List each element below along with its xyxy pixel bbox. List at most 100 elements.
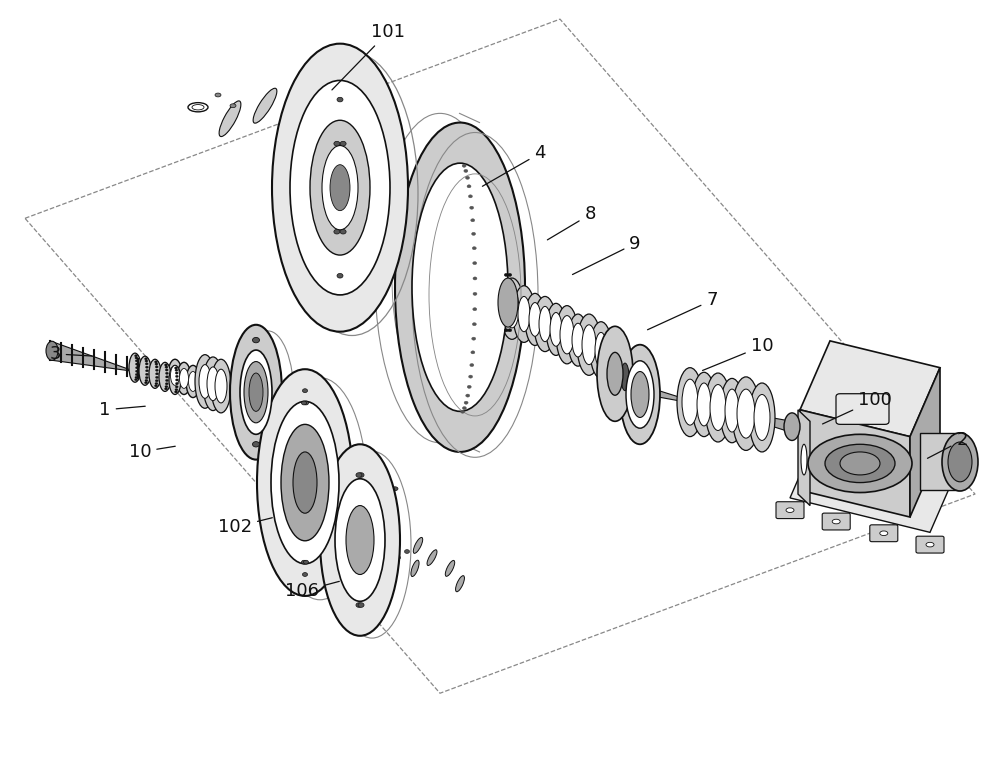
Ellipse shape	[508, 329, 512, 332]
Ellipse shape	[470, 206, 474, 209]
Ellipse shape	[219, 101, 241, 136]
Text: 100: 100	[823, 391, 892, 424]
Ellipse shape	[639, 411, 644, 415]
Ellipse shape	[504, 273, 508, 277]
Ellipse shape	[164, 364, 168, 366]
Ellipse shape	[367, 500, 373, 504]
Ellipse shape	[135, 363, 138, 365]
Ellipse shape	[304, 435, 309, 439]
Ellipse shape	[251, 416, 258, 421]
Ellipse shape	[467, 185, 471, 188]
Ellipse shape	[786, 508, 794, 512]
Ellipse shape	[472, 322, 476, 326]
Ellipse shape	[159, 362, 171, 391]
Ellipse shape	[322, 146, 358, 230]
Ellipse shape	[146, 370, 149, 372]
Ellipse shape	[358, 473, 364, 477]
Ellipse shape	[621, 363, 629, 391]
Ellipse shape	[165, 372, 168, 375]
Ellipse shape	[501, 284, 505, 287]
Ellipse shape	[697, 383, 711, 426]
Ellipse shape	[134, 355, 138, 357]
Ellipse shape	[456, 575, 464, 592]
Ellipse shape	[253, 88, 277, 123]
Ellipse shape	[461, 410, 465, 413]
Ellipse shape	[737, 389, 755, 438]
Text: 9: 9	[572, 234, 641, 274]
Ellipse shape	[473, 277, 477, 280]
Ellipse shape	[230, 104, 236, 108]
Ellipse shape	[139, 356, 151, 385]
Ellipse shape	[195, 355, 215, 408]
Ellipse shape	[500, 278, 524, 339]
Text: 102: 102	[218, 518, 272, 536]
Ellipse shape	[639, 374, 644, 378]
Ellipse shape	[304, 527, 309, 531]
Ellipse shape	[539, 306, 551, 342]
Ellipse shape	[302, 389, 308, 393]
Polygon shape	[615, 377, 800, 435]
Ellipse shape	[832, 519, 840, 524]
Text: 8: 8	[547, 205, 596, 240]
Ellipse shape	[356, 603, 362, 607]
Ellipse shape	[207, 367, 219, 401]
Ellipse shape	[607, 352, 623, 395]
Ellipse shape	[169, 365, 181, 394]
Ellipse shape	[471, 351, 475, 354]
Ellipse shape	[251, 364, 258, 369]
Ellipse shape	[145, 381, 148, 384]
FancyBboxPatch shape	[870, 525, 898, 542]
Ellipse shape	[156, 373, 158, 375]
Ellipse shape	[513, 286, 535, 342]
Ellipse shape	[595, 332, 607, 368]
Ellipse shape	[215, 93, 221, 97]
Ellipse shape	[395, 123, 525, 452]
Ellipse shape	[504, 329, 508, 332]
FancyBboxPatch shape	[836, 394, 889, 424]
Ellipse shape	[145, 366, 148, 368]
Ellipse shape	[168, 359, 182, 391]
Ellipse shape	[427, 550, 437, 565]
Ellipse shape	[388, 546, 392, 550]
Ellipse shape	[534, 296, 556, 352]
Ellipse shape	[556, 306, 578, 364]
Ellipse shape	[385, 504, 391, 508]
Ellipse shape	[472, 247, 476, 250]
Ellipse shape	[170, 365, 180, 385]
Ellipse shape	[642, 393, 646, 397]
Ellipse shape	[501, 318, 505, 321]
Ellipse shape	[413, 538, 423, 553]
Ellipse shape	[134, 378, 138, 381]
Ellipse shape	[282, 106, 308, 139]
Ellipse shape	[335, 479, 385, 601]
Polygon shape	[800, 410, 910, 517]
Ellipse shape	[473, 262, 477, 265]
Ellipse shape	[784, 413, 800, 440]
Ellipse shape	[175, 372, 178, 375]
Ellipse shape	[199, 365, 211, 398]
Ellipse shape	[165, 366, 168, 368]
Ellipse shape	[926, 542, 934, 547]
Ellipse shape	[470, 364, 474, 367]
Ellipse shape	[145, 360, 148, 362]
Ellipse shape	[468, 195, 472, 198]
Ellipse shape	[145, 373, 148, 375]
Ellipse shape	[165, 379, 168, 381]
Ellipse shape	[340, 142, 346, 146]
Ellipse shape	[175, 369, 178, 372]
Ellipse shape	[472, 337, 476, 340]
Ellipse shape	[290, 80, 390, 295]
Ellipse shape	[155, 369, 158, 372]
Ellipse shape	[525, 293, 545, 345]
Ellipse shape	[175, 388, 178, 391]
Ellipse shape	[272, 44, 408, 332]
Ellipse shape	[304, 560, 308, 564]
Ellipse shape	[244, 362, 268, 423]
Ellipse shape	[310, 120, 370, 255]
Ellipse shape	[725, 389, 739, 432]
Ellipse shape	[560, 316, 574, 354]
Ellipse shape	[466, 394, 470, 397]
Ellipse shape	[145, 377, 148, 379]
Ellipse shape	[145, 358, 148, 360]
Ellipse shape	[626, 361, 654, 428]
